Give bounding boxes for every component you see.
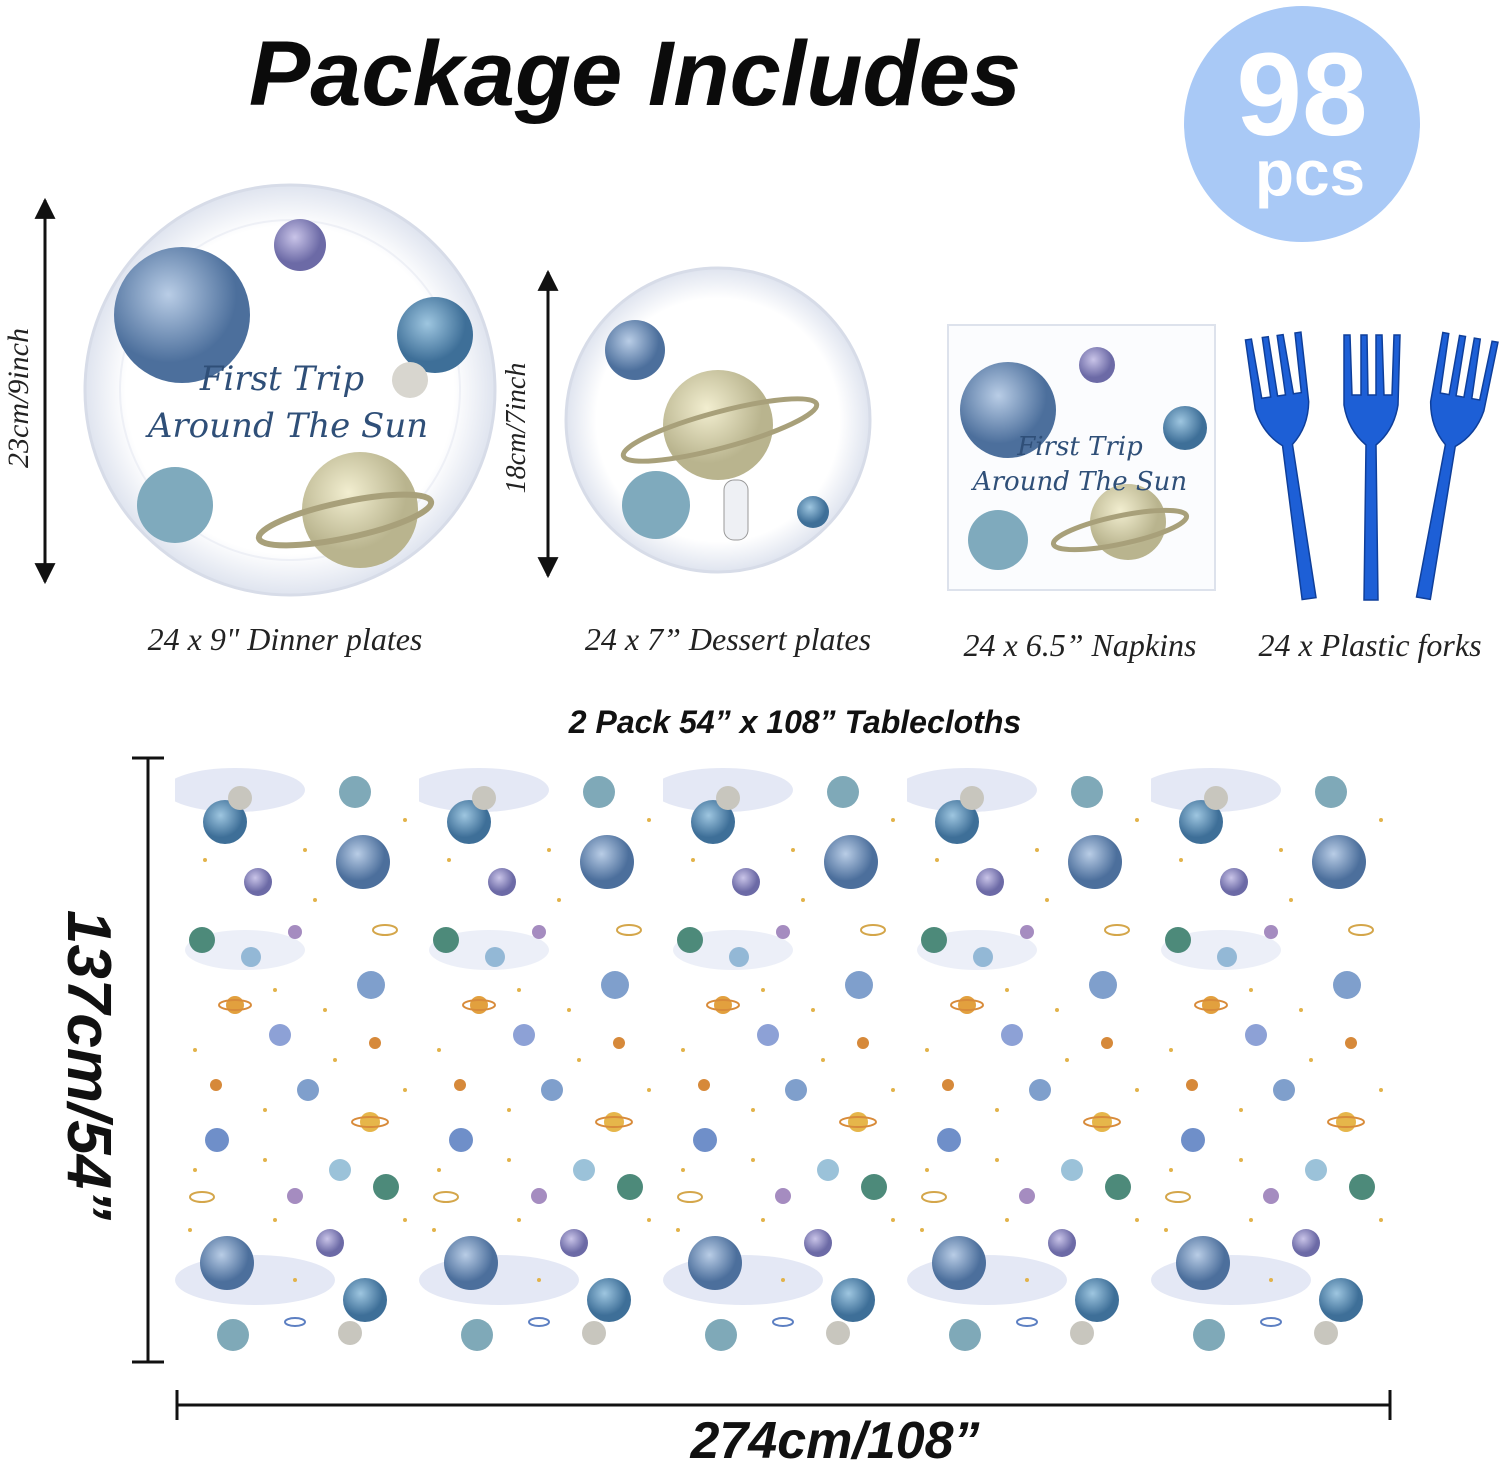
napkin xyxy=(947,324,1216,591)
width-bar xyxy=(175,1390,1392,1420)
plate-text: Around The Sun xyxy=(971,467,1187,497)
forks xyxy=(1244,331,1499,601)
tablecloth xyxy=(175,760,1393,1367)
count-badge xyxy=(1184,6,1420,242)
fork xyxy=(1415,331,1499,601)
tablecloth-title: 2 Pack 54” x 108” Tablecloths xyxy=(568,704,1021,740)
plate-text: First Trip xyxy=(1016,432,1143,462)
size-label: 18cm/7inch xyxy=(501,363,532,494)
dessert-plate xyxy=(564,266,872,574)
size-label: 23cm/9inch xyxy=(2,328,35,468)
width-label: 274cm/108” xyxy=(689,1412,979,1466)
height-bar xyxy=(132,756,164,1364)
badge-unit: pcs xyxy=(1255,137,1365,209)
plate-text: Around The Sun xyxy=(145,406,428,446)
height-label: 137cm/54” xyxy=(54,910,123,1220)
fork xyxy=(1244,331,1317,601)
title: Package Includes xyxy=(249,23,1021,125)
dinner-plate xyxy=(83,183,497,597)
caption: 24 x 7” Dessert plates xyxy=(585,621,871,657)
caption: 24 x Plastic forks xyxy=(1258,627,1481,663)
caption: 24 x 6.5” Napkins xyxy=(964,627,1197,663)
plate-text: First Trip xyxy=(199,359,364,399)
caption: 24 x 9" Dinner plates xyxy=(148,621,423,657)
fork xyxy=(1343,334,1401,601)
badge-count: 98 xyxy=(1236,29,1367,161)
